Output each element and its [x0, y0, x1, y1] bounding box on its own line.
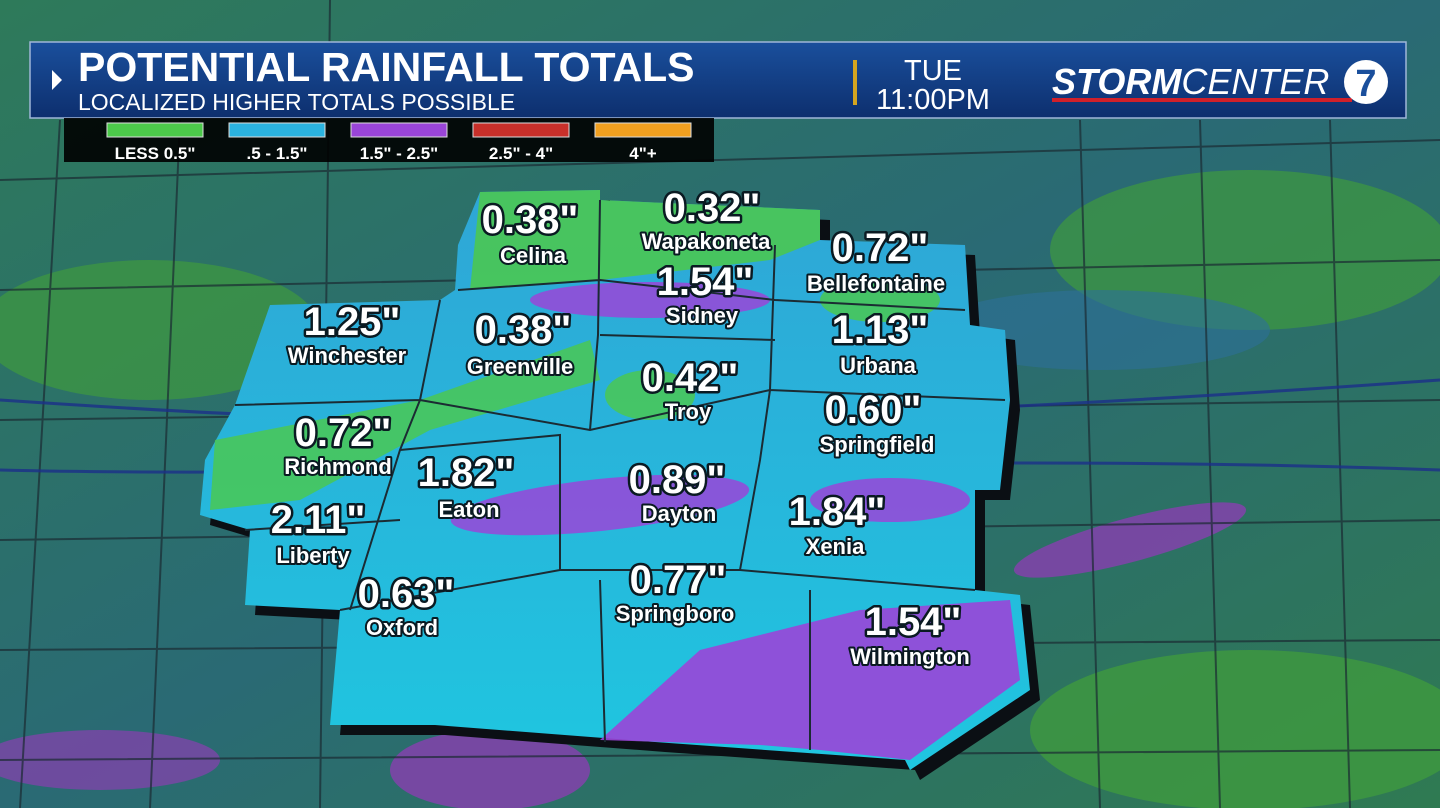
city-total: 1.84" — [789, 490, 886, 534]
city-name: Greenville — [467, 354, 573, 379]
legend-label: 4"+ — [629, 144, 657, 163]
city-total: 1.25" — [304, 300, 401, 344]
city-total: 0.60" — [825, 388, 922, 432]
city-name: Winchester — [288, 343, 407, 368]
logo-bold: STORM — [1052, 61, 1182, 102]
city-name: Urbana — [840, 353, 917, 378]
logo-number: 7 — [1355, 63, 1376, 105]
time: 11:00PM — [876, 84, 990, 116]
city-name: Springfield — [820, 432, 935, 457]
subtitle: LOCALIZED HIGHER TOTALS POSSIBLE — [78, 89, 515, 115]
city-name: Eaton — [438, 497, 499, 522]
legend: LESS 0.5" .5 - 1.5" 1.5" - 2.5" 2.5" - 4" 4"… — [64, 118, 714, 163]
logo: STORMCENTER — [1052, 61, 1329, 102]
city-total: 0.63" — [358, 572, 455, 616]
city-total: 1.82" — [418, 451, 515, 495]
city-total: 0.42" — [642, 356, 739, 400]
legend-label: 1.5" - 2.5" — [360, 144, 439, 163]
title: POTENTIAL RAINFALL TOTALS — [78, 44, 695, 90]
legend-label: LESS 0.5" — [115, 144, 196, 163]
city-total: 1.13" — [832, 308, 929, 352]
city-name: Liberty — [276, 543, 350, 568]
city-total: 1.54" — [657, 260, 754, 304]
city-name: Dayton — [642, 501, 717, 526]
city-total: 0.38" — [482, 198, 579, 242]
city-name: Sidney — [666, 303, 739, 328]
city-name: Xenia — [806, 534, 865, 559]
city-total: 0.32" — [664, 186, 761, 230]
city-name: Wilmington — [850, 644, 970, 669]
city-name: Troy — [665, 399, 712, 424]
city-total: 2.11" — [271, 498, 366, 542]
city-total: 0.72" — [832, 226, 929, 270]
city-name: Wapakoneta — [642, 229, 772, 254]
city-total: 1.54" — [865, 600, 962, 644]
legend-swatch — [228, 122, 326, 138]
legend-label: .5 - 1.5" — [247, 144, 308, 163]
city-name: Celina — [500, 243, 567, 268]
legend-swatch — [106, 122, 204, 138]
logo-light: CENTER — [1181, 61, 1329, 102]
legend-swatch — [350, 122, 448, 138]
day: TUE — [904, 55, 962, 87]
legend-label: 2.5" - 4" — [489, 144, 553, 163]
legend-swatch — [472, 122, 570, 138]
forecast-region — [200, 190, 1040, 780]
city-name: Bellefontaine — [807, 271, 945, 296]
city-total: 0.77" — [630, 558, 727, 602]
city-name: Richmond — [284, 454, 392, 479]
city-name: Springboro — [616, 601, 735, 626]
city-total: 0.38" — [475, 308, 572, 352]
city-name: Oxford — [366, 615, 438, 640]
city-total: 0.89" — [629, 458, 726, 502]
city-total: 0.72" — [295, 411, 392, 455]
header-banner: POTENTIAL RAINFALL TOTALS LOCALIZED HIGH… — [29, 41, 1407, 119]
legend-swatch — [594, 122, 692, 138]
